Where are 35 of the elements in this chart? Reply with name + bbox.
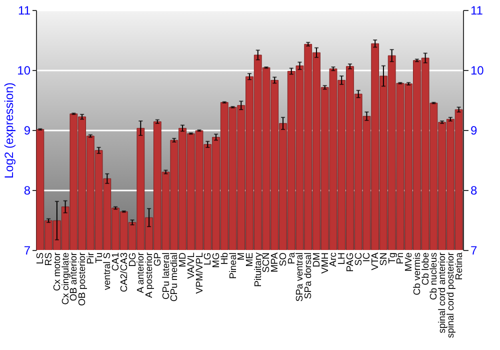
y2-tick-label: 7 — [470, 244, 478, 258]
x-tick-label: Hb — [219, 252, 230, 265]
x-tick-label: ME — [244, 252, 256, 267]
x-tick-label: DG — [127, 252, 138, 267]
y2-tick-label: 9 — [470, 124, 478, 138]
x-tick-label: Cb lobe — [420, 252, 432, 286]
x-tick-label: SCN — [261, 252, 272, 273]
x-tick-label: CPu medial — [169, 252, 180, 302]
x-tick-label: Pa — [286, 252, 298, 264]
y-axis-title: Log2 (expression) — [2, 82, 16, 179]
x-tick-label: OB anterior — [68, 252, 80, 302]
y-tick-label: 10 — [17, 64, 31, 78]
y-tick-label: 9 — [24, 124, 31, 138]
x-tick-label: Pituitary — [252, 252, 264, 287]
x-tick-label: Pineal — [228, 252, 239, 279]
y2-tick-label: 11 — [470, 4, 484, 18]
x-tick-label: Cb nucleus — [428, 252, 440, 300]
y-tick-label: 7 — [24, 244, 31, 258]
x-tick-label: M — [236, 252, 248, 260]
x-tick-label: A anterior — [136, 252, 147, 294]
x-tick-label: CA2/CA3 — [118, 252, 130, 292]
y-tick-label: 8 — [24, 184, 31, 198]
x-tick-label: SN — [378, 252, 390, 266]
y2-tick-label: 8 — [470, 184, 478, 198]
x-tick-label: SO — [278, 252, 289, 266]
y-tick-label: 11 — [18, 4, 31, 18]
x-tick-label: Tg — [386, 252, 398, 264]
y2-tick-label: 10 — [470, 64, 484, 78]
x-tick-label: Pn — [395, 252, 406, 264]
x-tick-label: PAG — [344, 252, 356, 272]
x-tick-label: IC — [362, 252, 373, 262]
x-tick-label: VMH — [320, 252, 331, 274]
x-tick-label: VA/VL — [186, 252, 197, 279]
x-tick-label: Arc — [328, 252, 340, 267]
x-tick-label: Retina — [454, 252, 465, 280]
